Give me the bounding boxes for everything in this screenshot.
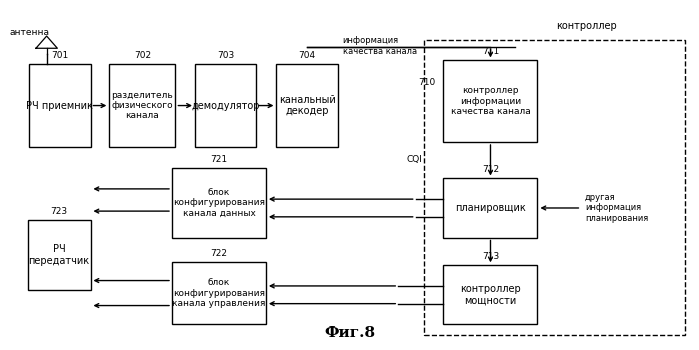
Text: антенна: антенна bbox=[10, 28, 50, 37]
Text: информация
качества канала: информация качества канала bbox=[343, 36, 417, 56]
FancyBboxPatch shape bbox=[443, 178, 538, 238]
Text: 710: 710 bbox=[418, 78, 435, 88]
Text: 702: 702 bbox=[134, 51, 151, 60]
Text: 722: 722 bbox=[210, 248, 227, 258]
Text: блок
конфигурирования
канала данных: блок конфигурирования канала данных bbox=[173, 188, 265, 218]
Text: контроллер: контроллер bbox=[556, 21, 617, 31]
Text: контроллер
мощности: контроллер мощности bbox=[460, 284, 521, 306]
Text: 701: 701 bbox=[51, 51, 69, 60]
Text: 713: 713 bbox=[482, 252, 499, 261]
FancyBboxPatch shape bbox=[172, 168, 266, 238]
Text: 721: 721 bbox=[210, 155, 227, 164]
Text: РЧ приемник: РЧ приемник bbox=[27, 100, 93, 111]
Text: 703: 703 bbox=[217, 51, 234, 60]
Text: разделитель
физического
канала: разделитель физического канала bbox=[112, 91, 173, 120]
FancyBboxPatch shape bbox=[29, 64, 90, 147]
Text: демодулятор: демодулятор bbox=[192, 100, 260, 111]
Text: планировщик: планировщик bbox=[455, 203, 526, 213]
FancyBboxPatch shape bbox=[443, 265, 538, 324]
Text: 723: 723 bbox=[50, 207, 68, 216]
Text: 704: 704 bbox=[298, 51, 315, 60]
Text: Фиг.8: Фиг.8 bbox=[324, 326, 375, 340]
Text: 712: 712 bbox=[482, 165, 499, 174]
Text: CQI: CQI bbox=[407, 155, 422, 164]
FancyBboxPatch shape bbox=[172, 262, 266, 324]
FancyBboxPatch shape bbox=[109, 64, 175, 147]
Text: контроллер
информации
качества канала: контроллер информации качества канала bbox=[451, 86, 531, 116]
FancyBboxPatch shape bbox=[195, 64, 257, 147]
Text: блок
конфигурирования
канала управления: блок конфигурирования канала управления bbox=[172, 278, 266, 308]
Text: другая
информация
планирования: другая информация планирования bbox=[585, 193, 648, 223]
Text: 711: 711 bbox=[482, 47, 499, 56]
FancyBboxPatch shape bbox=[28, 220, 90, 289]
FancyBboxPatch shape bbox=[443, 61, 538, 142]
FancyBboxPatch shape bbox=[276, 64, 338, 147]
Text: РЧ
передатчик: РЧ передатчик bbox=[29, 244, 89, 266]
Text: канальный
декодер: канальный декодер bbox=[279, 95, 336, 116]
